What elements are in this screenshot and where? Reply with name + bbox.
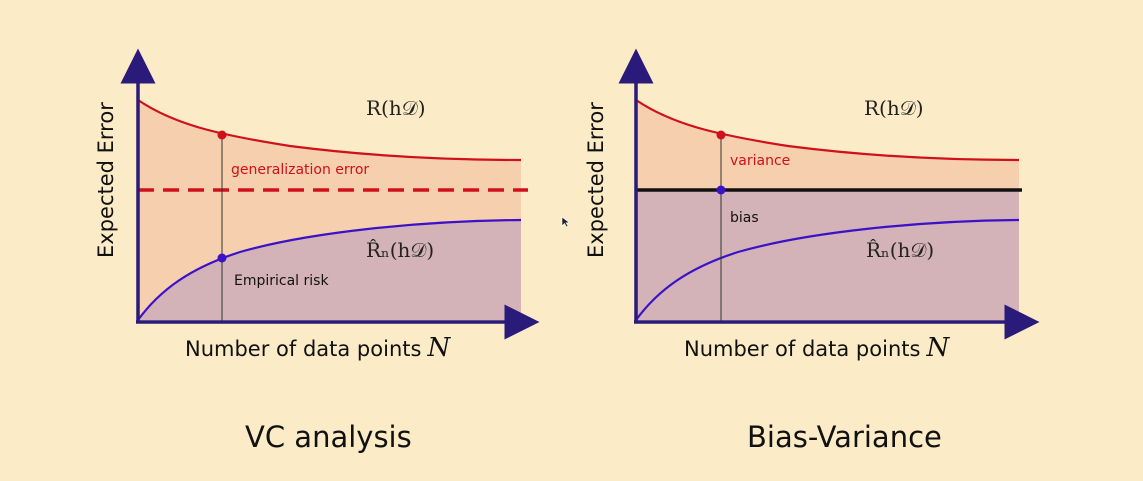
empirical-risk-point bbox=[217, 253, 227, 263]
empirical-risk-label: R̂ₙ(h𝒟) bbox=[866, 238, 935, 262]
bias-fill-region bbox=[636, 190, 1019, 320]
true-risk-label: R(h𝒟) bbox=[366, 96, 426, 120]
true-risk-curve bbox=[137, 99, 522, 162]
x-axis-symbol: N bbox=[926, 333, 950, 363]
y-axis-label: Expected Error bbox=[584, 102, 608, 258]
true-risk-point bbox=[716, 130, 726, 140]
true-risk-label: R(h𝒟) bbox=[864, 96, 924, 120]
x-axis-label-text: Number of data points bbox=[185, 337, 422, 361]
empirical-risk-curve bbox=[635, 218, 1020, 321]
bias-point bbox=[716, 185, 726, 195]
generalization-error-label: generalization error bbox=[231, 162, 370, 178]
true-risk-curve bbox=[635, 99, 1020, 162]
bias-variance-title: Bias-Variance bbox=[747, 420, 942, 454]
empirical-risk-label: R̂ₙ(h𝒟) bbox=[366, 238, 435, 262]
empirical-risk-curve bbox=[137, 218, 522, 321]
bias-label: bias bbox=[730, 210, 759, 226]
empirical-risk-fill-region bbox=[138, 220, 521, 320]
x-axis-label-text: Number of data points bbox=[684, 337, 921, 361]
empirical-risk-annotation: Empirical risk bbox=[234, 273, 329, 289]
x-axis-label: Number of data points N bbox=[185, 333, 450, 363]
y-axis-label: Expected Error bbox=[94, 102, 118, 258]
x-axis-label: Number of data points N bbox=[684, 333, 949, 363]
vc-analysis-title: VC analysis bbox=[245, 420, 412, 454]
true-risk-point bbox=[217, 130, 227, 140]
x-axis-symbol: N bbox=[427, 333, 451, 363]
variance-label: variance bbox=[730, 153, 791, 169]
arrow-cursor-icon bbox=[561, 216, 571, 228]
